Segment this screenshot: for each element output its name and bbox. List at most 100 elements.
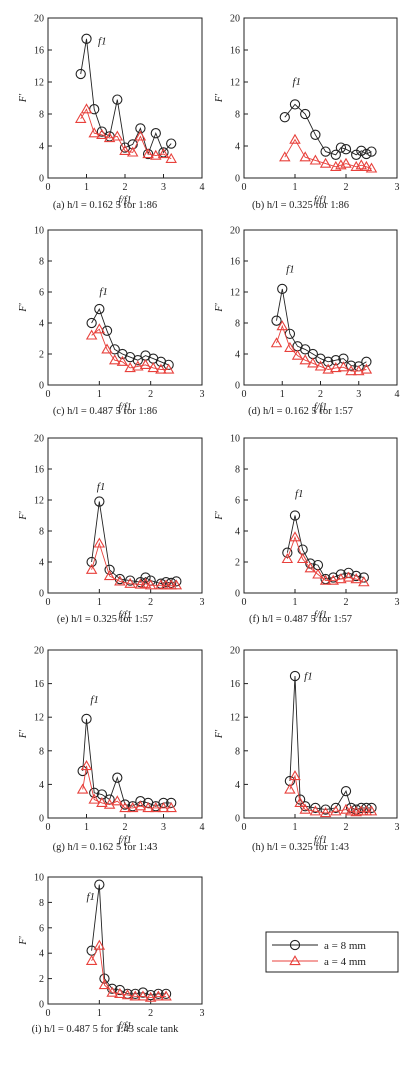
y-tick-label: 2 bbox=[39, 974, 44, 985]
marker-triangle bbox=[289, 133, 301, 144]
marker-triangle bbox=[137, 990, 149, 1001]
marker-triangle bbox=[304, 562, 317, 573]
series-line bbox=[82, 718, 172, 807]
marker-triangle bbox=[129, 990, 142, 1001]
marker-triangle bbox=[270, 337, 283, 348]
x-axis-label: f/f1 bbox=[314, 195, 327, 206]
marker-circle bbox=[140, 572, 151, 583]
x-tick-label: 1 bbox=[293, 182, 298, 193]
marker-circle bbox=[300, 108, 311, 120]
marker-triangle bbox=[80, 760, 93, 771]
x-axis-label: f/f1 bbox=[314, 402, 327, 413]
x-tick-label: 1 bbox=[97, 1008, 102, 1019]
marker-triangle bbox=[170, 579, 183, 590]
y-tick-label: 16 bbox=[34, 46, 44, 57]
y-tick-label: 6 bbox=[39, 288, 44, 299]
marker-triangle bbox=[106, 986, 118, 997]
x-tick-label: 2 bbox=[318, 389, 323, 400]
marker-triangle bbox=[157, 148, 170, 159]
marker-circle bbox=[320, 146, 331, 157]
y-tick-label: 20 bbox=[230, 14, 240, 25]
x-tick-label: 0 bbox=[46, 822, 51, 833]
marker-circle bbox=[310, 802, 321, 814]
marker-triangle bbox=[330, 362, 342, 373]
marker-triangle bbox=[314, 360, 327, 371]
marker-circle bbox=[361, 356, 372, 367]
marker-circle bbox=[277, 283, 288, 295]
marker-triangle bbox=[134, 130, 147, 141]
marker-triangle bbox=[309, 154, 322, 165]
series-line bbox=[289, 675, 372, 811]
marker-triangle bbox=[353, 365, 365, 376]
x-tick-label: 3 bbox=[395, 597, 400, 608]
panel-caption: (i) h/l = 0.487 5 for 1:43 scale tank bbox=[32, 1024, 180, 1035]
y-tick-label: 4 bbox=[39, 319, 44, 330]
x-axis-label: f/f1 bbox=[118, 610, 131, 621]
y-tick-label: 10 bbox=[34, 226, 44, 237]
x-tick-label: 3 bbox=[200, 389, 205, 400]
y-tick-label: 4 bbox=[235, 142, 240, 153]
x-tick-label: 2 bbox=[148, 389, 153, 400]
x-axis-label: f/f1 bbox=[314, 835, 327, 846]
marker-triangle bbox=[126, 146, 139, 157]
y-tick-label: 12 bbox=[230, 78, 240, 89]
y-axis-label: F' bbox=[214, 511, 225, 521]
marker-circle bbox=[94, 303, 105, 315]
marker-triangle bbox=[360, 160, 373, 171]
marker-triangle bbox=[299, 803, 311, 814]
x-tick-label: 1 bbox=[280, 389, 285, 400]
marker-circle bbox=[340, 785, 352, 797]
marker-circle bbox=[112, 94, 123, 105]
peak-annotation: f1 bbox=[98, 35, 107, 47]
peak-annotation: f1 bbox=[304, 670, 313, 682]
marker-triangle bbox=[96, 128, 108, 139]
marker-triangle bbox=[108, 354, 121, 365]
y-tick-label: 16 bbox=[230, 257, 240, 268]
y-tick-label: 10 bbox=[34, 873, 44, 884]
y-tick-label: 20 bbox=[34, 646, 44, 657]
marker-circle bbox=[279, 112, 290, 123]
marker-triangle bbox=[330, 805, 342, 816]
marker-triangle bbox=[142, 802, 154, 813]
marker-triangle bbox=[96, 796, 108, 808]
series-line bbox=[91, 501, 177, 585]
marker-circle bbox=[153, 988, 164, 999]
panel-caption: (g) h/l = 0.162 5 for 1:43 bbox=[53, 842, 158, 853]
x-tick-label: 2 bbox=[123, 182, 128, 193]
marker-triangle bbox=[345, 365, 357, 376]
y-tick-label: 16 bbox=[230, 679, 240, 690]
plot-frame bbox=[243, 17, 398, 179]
x-tick-label: 0 bbox=[46, 1008, 51, 1019]
marker-triangle bbox=[103, 798, 116, 809]
marker-triangle bbox=[165, 152, 177, 163]
y-tick-label: 8 bbox=[235, 746, 240, 757]
y-tick-label: 4 bbox=[39, 558, 44, 569]
chart-panel: 0 1 2 3 0 2 4 6 8 10 f/f1 F' f1 (c) h/l = 0.487 5 for… bbox=[18, 226, 205, 418]
y-tick-label: 0 bbox=[235, 814, 240, 825]
series-line bbox=[82, 765, 172, 809]
marker-circle bbox=[86, 556, 97, 568]
y-axis-label: F' bbox=[18, 303, 29, 313]
marker-triangle bbox=[165, 802, 177, 813]
marker-circle bbox=[160, 988, 172, 999]
panel-caption: (a) h/l = 0.162 5 for 1:86 bbox=[53, 200, 157, 211]
y-tick-label: 0 bbox=[39, 589, 44, 600]
plot-frame bbox=[47, 876, 203, 1005]
marker-triangle bbox=[322, 363, 334, 374]
peak-annotation: f1 bbox=[97, 481, 106, 493]
panel-caption: (f) h/l = 0.487 5 for 1:57 bbox=[249, 614, 352, 625]
x-tick-label: 3 bbox=[161, 182, 166, 193]
marker-triangle bbox=[350, 573, 362, 584]
marker-circle bbox=[356, 145, 367, 156]
marker-triangle bbox=[139, 577, 152, 588]
y-tick-label: 8 bbox=[39, 257, 44, 268]
x-axis-label: f/f1 bbox=[118, 835, 131, 846]
marker-triangle bbox=[335, 573, 347, 584]
y-tick-label: 12 bbox=[230, 713, 240, 724]
y-tick-label: 12 bbox=[34, 713, 44, 724]
y-tick-label: 8 bbox=[39, 746, 44, 757]
